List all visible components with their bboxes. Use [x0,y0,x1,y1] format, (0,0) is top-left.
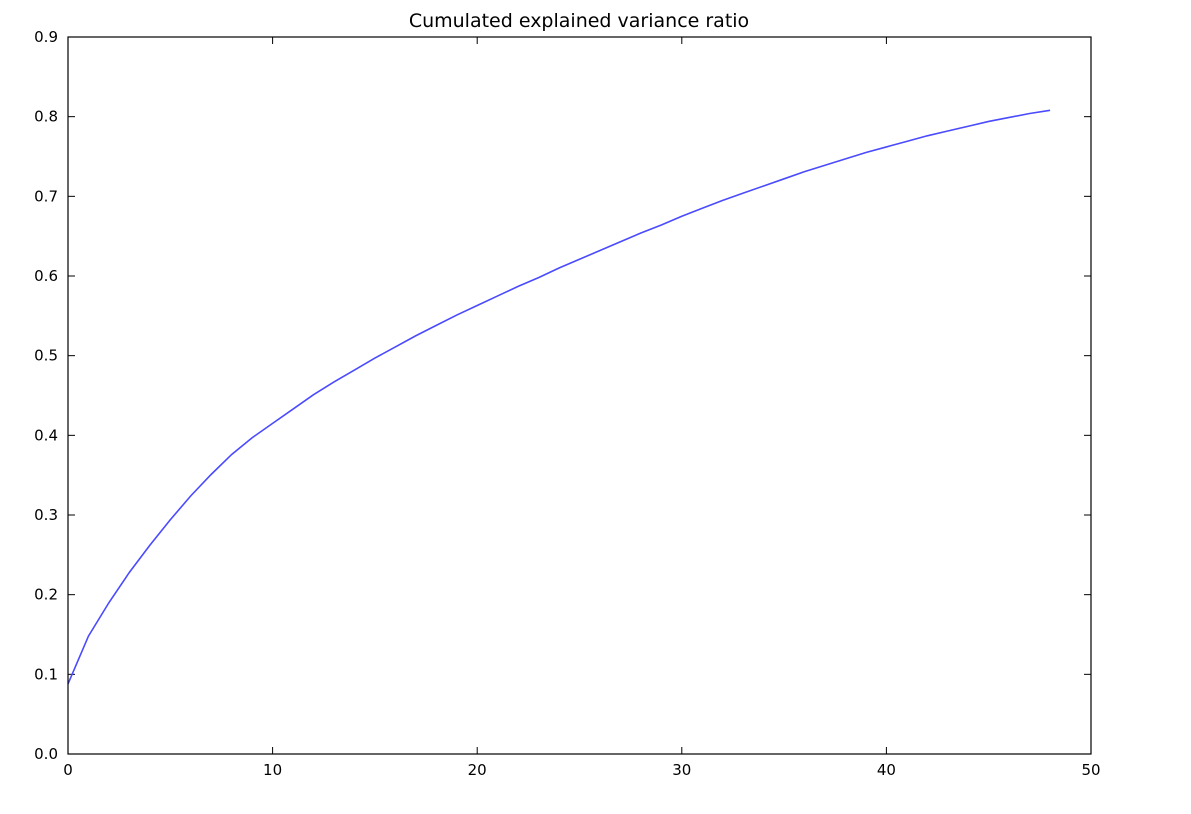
x-tick-label: 30 [672,761,691,779]
y-tick-label: 0.6 [34,267,58,285]
x-tick-label: 40 [877,761,896,779]
y-tick-label: 0.3 [34,506,58,524]
y-axis: 0.0 0.1 0.2 0.3 0.4 0.5 0.6 0.7 0.8 0.9 [34,28,1091,763]
series-line [67,109,1051,685]
y-tick-label: 0.2 [34,586,58,604]
x-tick-label: 10 [263,761,282,779]
y-tick-label: 0.9 [34,28,58,46]
y-tick-label: 0.1 [34,665,58,683]
y-tick-label: 0.0 [34,745,58,763]
y-tick-label: 0.4 [34,426,58,444]
y-tick-label: 0.7 [34,187,58,205]
x-tick-label: 0 [63,761,73,779]
y-tick-label: 0.5 [34,347,58,365]
x-axis: 0 10 20 30 40 50 [63,37,1101,779]
x-tick-label: 20 [468,761,487,779]
plot-frame [67,36,1092,755]
y-tick-label: 0.8 [34,108,58,126]
chart-title: Cumulated explained variance ratio [409,10,749,32]
x-tick-label: 50 [1081,761,1100,779]
